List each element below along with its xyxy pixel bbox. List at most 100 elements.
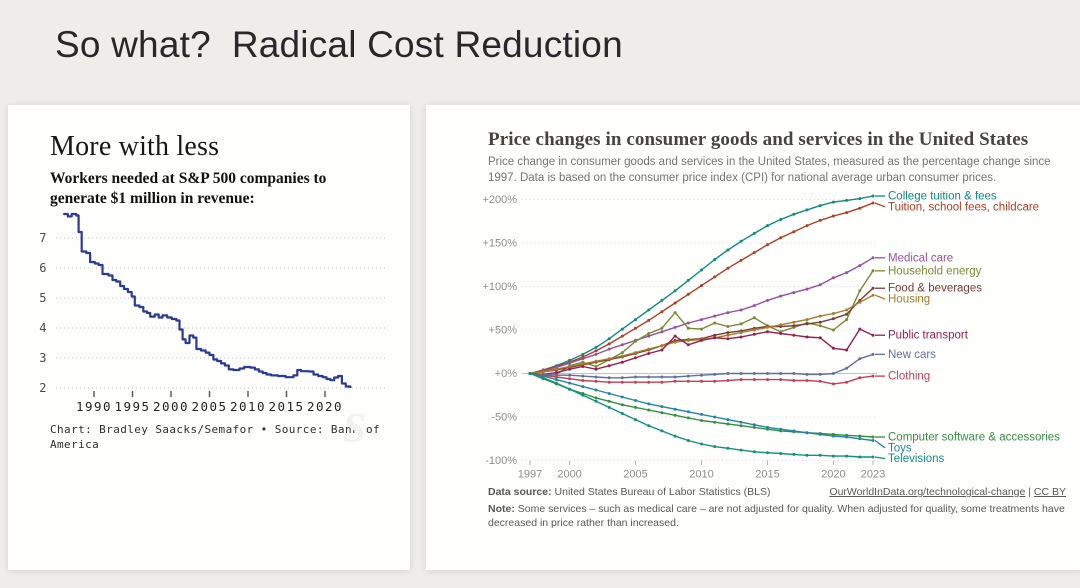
data-point bbox=[792, 230, 796, 234]
data-point bbox=[805, 208, 809, 212]
data-point bbox=[700, 338, 703, 342]
series-label: Household energy bbox=[888, 265, 982, 277]
data-point bbox=[647, 352, 651, 355]
x-axis-tick-label: 1995 bbox=[114, 399, 150, 414]
data-point bbox=[647, 424, 651, 428]
data-point bbox=[792, 320, 796, 324]
data-point bbox=[620, 395, 624, 399]
data-point bbox=[673, 413, 677, 417]
data-point bbox=[831, 317, 835, 321]
data-point bbox=[713, 420, 717, 424]
data-point bbox=[594, 375, 598, 379]
data-point bbox=[858, 197, 862, 201]
data-point bbox=[647, 402, 651, 406]
x-axis-tick-label: 1997 bbox=[518, 469, 542, 481]
data-point bbox=[818, 432, 822, 436]
right-chart-title: Price changes in consumer goods and serv… bbox=[488, 129, 1029, 150]
data-point bbox=[673, 434, 677, 438]
data-point bbox=[620, 334, 624, 338]
data-point bbox=[766, 224, 769, 228]
data-point bbox=[766, 378, 769, 382]
data-point bbox=[620, 351, 624, 355]
data-point bbox=[845, 211, 849, 215]
price-changes-line-chart: +200% +150% +100% +50% +0% -50% -100%1997 2000 2… bbox=[482, 191, 1060, 481]
data-point bbox=[607, 347, 611, 351]
data-point bbox=[660, 429, 664, 433]
data-point bbox=[607, 392, 611, 395]
series-line bbox=[529, 328, 874, 376]
data-point bbox=[845, 435, 849, 439]
data-point bbox=[726, 248, 730, 252]
data-point bbox=[568, 367, 572, 371]
semafor-chart-card: More with less Workers needed at S&P 500… bbox=[8, 105, 410, 570]
data-point bbox=[673, 301, 677, 305]
data-point bbox=[858, 357, 862, 361]
data-point bbox=[660, 411, 664, 415]
data-source-text: Data source: United States Bureau of Lab… bbox=[488, 486, 771, 498]
data-point bbox=[805, 287, 809, 291]
data-point bbox=[739, 331, 743, 335]
data-point bbox=[792, 212, 796, 216]
data-point bbox=[554, 381, 558, 385]
data-point bbox=[766, 298, 769, 302]
series-label-connector bbox=[874, 439, 886, 449]
series-label: Tuition, school fees, childcare bbox=[888, 201, 1039, 213]
data-point bbox=[713, 314, 717, 318]
right-chart-subtitle: Price change in consumer goods and servi… bbox=[488, 156, 1051, 184]
data-point bbox=[620, 403, 624, 407]
data-point bbox=[607, 376, 611, 380]
data-point bbox=[686, 439, 690, 442]
data-point bbox=[634, 318, 637, 322]
y-axis-tick-label: +100% bbox=[482, 281, 517, 293]
data-point bbox=[541, 370, 545, 374]
y-axis-tick-label: -100% bbox=[485, 455, 517, 467]
data-point bbox=[634, 356, 637, 360]
data-point bbox=[818, 283, 822, 287]
y-axis-tick-label: +50% bbox=[489, 325, 518, 337]
data-point bbox=[739, 424, 743, 428]
data-point bbox=[673, 375, 677, 379]
data-point bbox=[581, 379, 585, 382]
data-point bbox=[845, 308, 849, 312]
data-point bbox=[726, 325, 730, 328]
owid-url-link[interactable]: OurWorldInData.org/technological-change bbox=[829, 486, 1026, 498]
data-point bbox=[594, 388, 598, 392]
series-label: Housing bbox=[888, 294, 930, 306]
data-point bbox=[620, 380, 624, 384]
data-point bbox=[700, 268, 703, 272]
data-point bbox=[607, 405, 611, 409]
data-point bbox=[700, 419, 703, 422]
data-point bbox=[581, 393, 585, 397]
data-point bbox=[594, 367, 598, 371]
data-point bbox=[739, 372, 743, 375]
data-point bbox=[607, 357, 611, 361]
data-point bbox=[831, 372, 835, 375]
data-point bbox=[713, 275, 717, 279]
data-point bbox=[634, 339, 637, 343]
series-label: New cars bbox=[888, 349, 936, 361]
data-point bbox=[766, 330, 769, 334]
data-point bbox=[726, 311, 730, 315]
data-point bbox=[581, 357, 585, 361]
x-axis-tick-label: 2005 bbox=[191, 399, 227, 414]
cc-by-link[interactable]: CC BY bbox=[1033, 486, 1066, 498]
series-line bbox=[529, 372, 874, 438]
data-point bbox=[594, 352, 598, 356]
data-point bbox=[647, 308, 651, 312]
data-point bbox=[647, 332, 651, 335]
data-point bbox=[686, 292, 690, 296]
data-point bbox=[858, 264, 862, 268]
data-point bbox=[739, 420, 743, 424]
series-label: Televisions bbox=[888, 453, 944, 465]
data-point bbox=[726, 331, 730, 335]
data-point bbox=[726, 337, 730, 341]
data-point bbox=[594, 365, 598, 368]
data-point bbox=[871, 293, 875, 297]
data-point bbox=[858, 206, 862, 210]
series-label: Computer software & accessories bbox=[888, 432, 1060, 444]
semafor-watermark-icon: S bbox=[342, 406, 366, 452]
data-point bbox=[673, 340, 677, 344]
x-axis-tick-label: 2005 bbox=[623, 469, 647, 481]
data-point bbox=[779, 332, 783, 335]
data-point bbox=[792, 333, 796, 337]
